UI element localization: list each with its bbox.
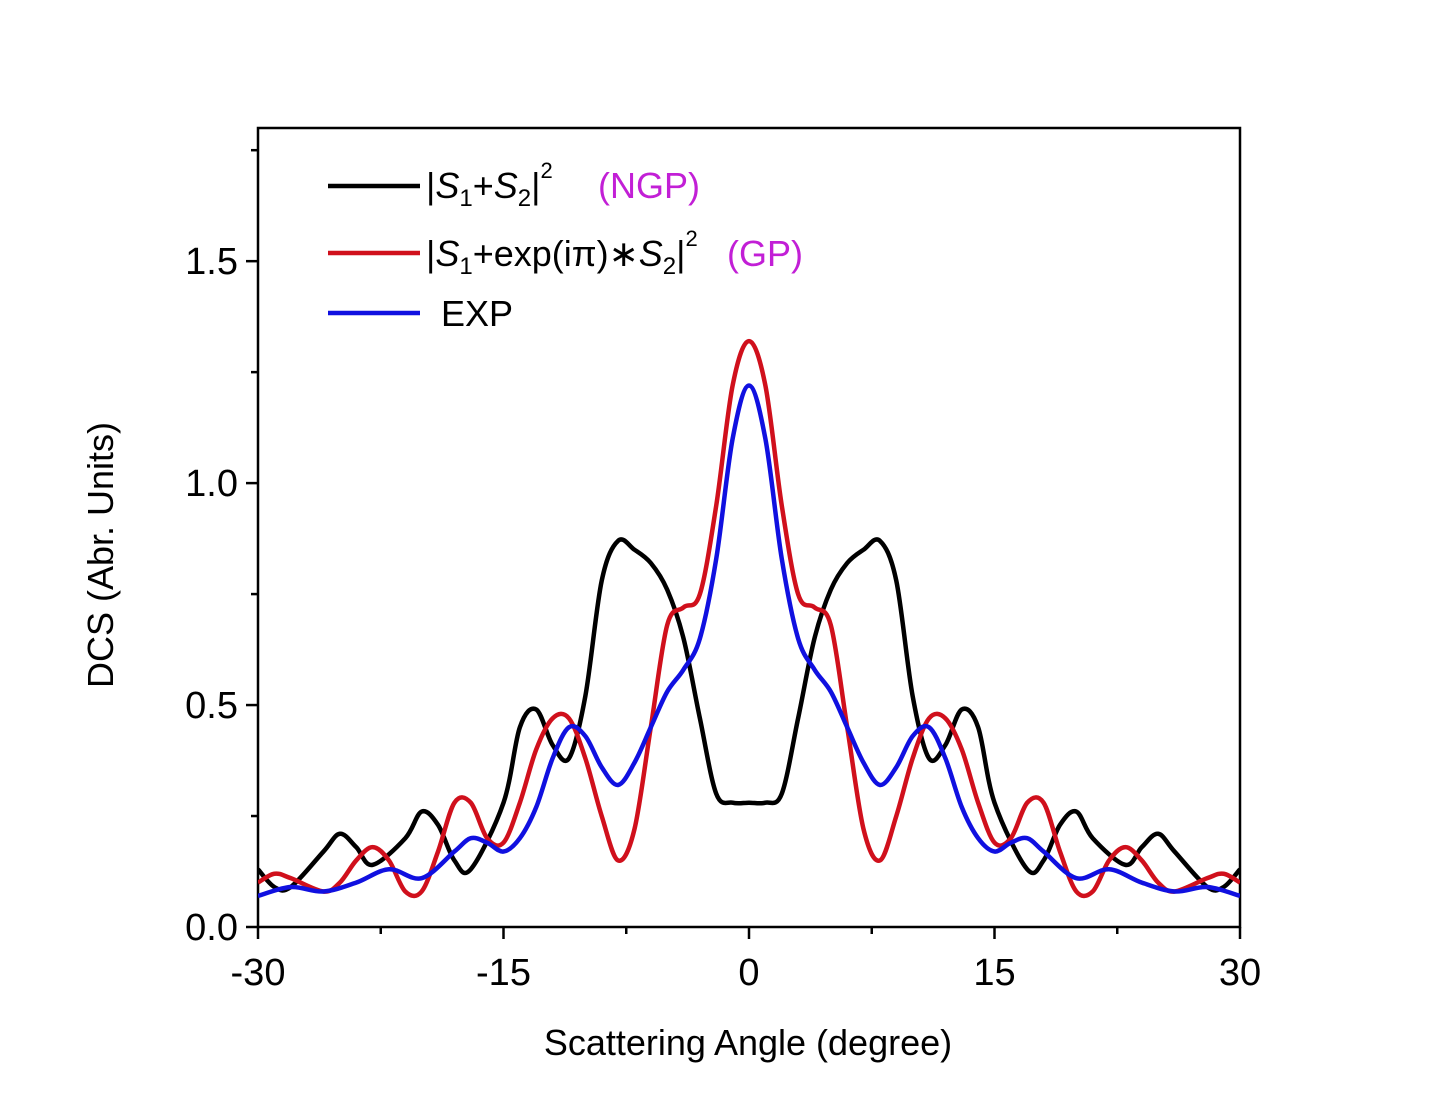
y-tick-label: 0.0 bbox=[185, 907, 238, 949]
x-tick-label: 0 bbox=[738, 952, 759, 994]
legend-label-exp: EXP bbox=[441, 293, 513, 334]
y-tick-label: 1.0 bbox=[185, 463, 238, 505]
x-tick-label: 15 bbox=[973, 952, 1015, 994]
tick-label-layer: -30 -15 0 15 30 0.0 0.5 1.0 1.5 bbox=[185, 241, 1261, 994]
legend: |S1+S2|2 (NGP) |S1+exp(iπ)∗S2|2 (GP) EXP bbox=[328, 158, 803, 334]
y-tick-label: 1.5 bbox=[185, 241, 238, 283]
series-layer bbox=[258, 338, 1240, 899]
x-tick-label: 30 bbox=[1219, 952, 1261, 994]
legend-tag-ngp: (NGP) bbox=[598, 165, 700, 206]
tick-layer bbox=[246, 148, 1242, 939]
y-axis-label: DCS (Abr. Units) bbox=[80, 422, 121, 688]
y-tick-label: 0.5 bbox=[185, 685, 238, 727]
legend-label-ngp: |S1+S2|2 bbox=[426, 158, 553, 212]
legend-label-gp: |S1+exp(iπ)∗S2|2 bbox=[426, 226, 698, 280]
x-axis-label: Scattering Angle (degree) bbox=[544, 1022, 952, 1063]
series-line-ngp bbox=[258, 537, 1240, 893]
x-tick-label: -30 bbox=[231, 952, 286, 994]
plot-area bbox=[246, 126, 1242, 939]
legend-tag-gp: (GP) bbox=[727, 233, 803, 274]
series-line-exp bbox=[258, 383, 1240, 899]
series-line-gp bbox=[258, 338, 1240, 899]
x-tick-label: -15 bbox=[476, 952, 531, 994]
